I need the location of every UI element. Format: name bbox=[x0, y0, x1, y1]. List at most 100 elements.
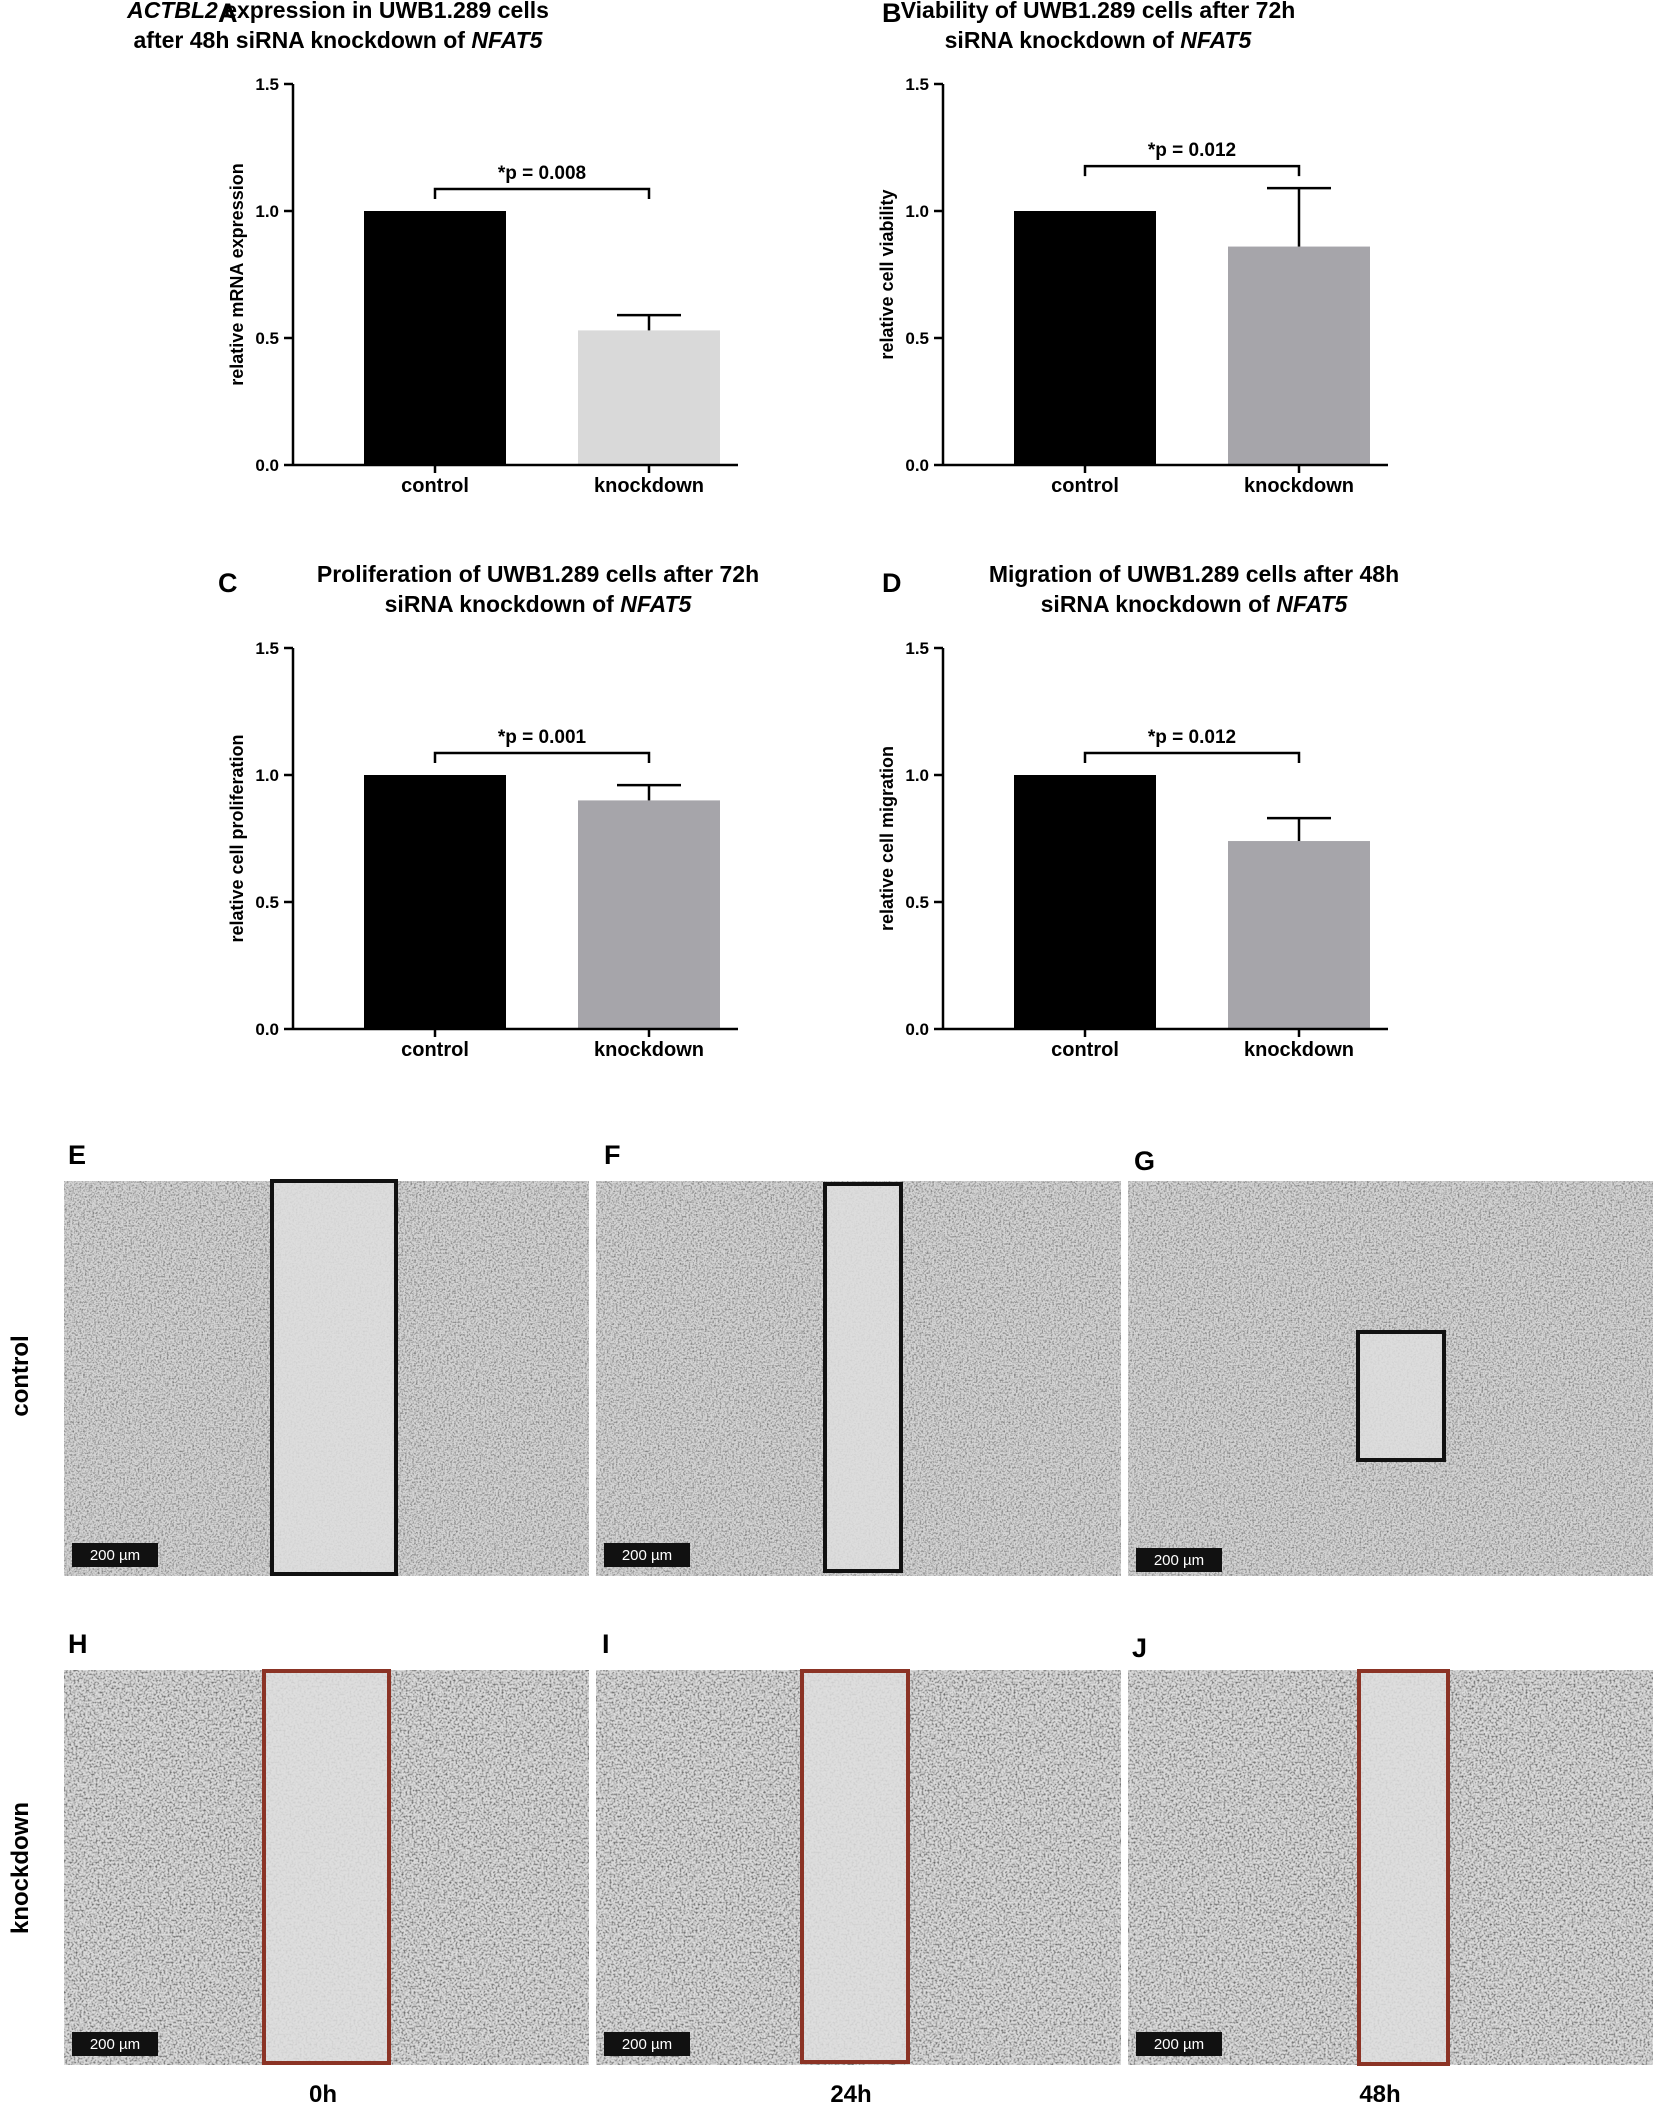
bar-control bbox=[1014, 775, 1156, 1029]
scale-bar-label: 200 µm bbox=[1154, 1552, 1204, 1569]
scale-bar-label: 200 µm bbox=[622, 2036, 672, 2053]
micrograph-f: 200 µm F bbox=[596, 1140, 1121, 1576]
time-label-24h: 24h bbox=[830, 2081, 871, 2108]
micrograph-h: 200 µm H bbox=[64, 1629, 589, 2065]
chart-title-segment: ACTBL2 bbox=[126, 0, 218, 23]
bar-control bbox=[364, 775, 506, 1029]
wound-box bbox=[1356, 1330, 1446, 1462]
panel-letter-a: A bbox=[218, 0, 238, 28]
scale-bar-label: 200 µm bbox=[90, 1547, 140, 1564]
significance-bracket bbox=[1083, 164, 1301, 177]
wound-area bbox=[272, 1181, 396, 1574]
x-tick-label: knockdown bbox=[1244, 1039, 1354, 1061]
chart-title-segment: siRNA knockdown of bbox=[1041, 591, 1277, 617]
panel-letter-j: J bbox=[1132, 1633, 1147, 1663]
panel-letter-g: G bbox=[1134, 1146, 1155, 1176]
wound-box bbox=[270, 1179, 398, 1576]
bar-knockdown bbox=[578, 800, 720, 1029]
y-tick-label: 1.5 bbox=[255, 639, 279, 658]
y-tick-label: 0.0 bbox=[905, 1020, 929, 1039]
wound-area bbox=[264, 1671, 389, 2063]
y-tick-label: 0.5 bbox=[255, 329, 279, 348]
significance-bracket bbox=[1083, 751, 1301, 763]
y-axis-label: relative cell proliferation bbox=[227, 734, 247, 942]
y-tick-label: 0.0 bbox=[255, 1020, 279, 1039]
micrograph-g: 200 µm G bbox=[1128, 1146, 1653, 1576]
scale-bar bbox=[604, 2032, 690, 2056]
bar-control bbox=[364, 211, 506, 465]
chart-title-segment: Proliferation of UWB1.289 cells after 72… bbox=[317, 561, 759, 587]
x-tick-label: control bbox=[1051, 475, 1119, 497]
y-tick-label: 1.5 bbox=[905, 75, 929, 94]
significance-label: *p = 0.012 bbox=[1148, 140, 1236, 161]
chart-title-line-1: Migration of UWB1.289 cells after 48h bbox=[989, 561, 1399, 587]
panel-letter-f: F bbox=[604, 1140, 621, 1170]
chart-title-segment: NFAT5 bbox=[1180, 27, 1252, 53]
y-tick-label: 1.0 bbox=[255, 202, 279, 221]
wound-area bbox=[825, 1184, 901, 1571]
x-tick-label: knockdown bbox=[594, 475, 704, 497]
bar-knockdown bbox=[578, 330, 720, 465]
chart-title-line-2: siRNA knockdown of NFAT5 bbox=[1041, 591, 1349, 617]
y-tick-label: 1.0 bbox=[255, 766, 279, 785]
x-tick-label: control bbox=[401, 1039, 469, 1061]
micrograph-e: 200 µm E bbox=[64, 1140, 589, 1576]
scale-bar bbox=[1136, 2032, 1222, 2056]
micrograph-j: 200 µm J bbox=[1128, 1633, 1653, 2066]
panel-letter-i: I bbox=[602, 1629, 610, 1659]
wound-box bbox=[1357, 1669, 1450, 2066]
wound-box bbox=[823, 1182, 903, 1573]
chart-title-line-1: ACTBL2 expression in UWB1.289 cells bbox=[126, 0, 549, 23]
chart-title-line-2: siRNA knockdown of NFAT5 bbox=[945, 27, 1253, 53]
chart-title-segment: Migration of UWB1.289 cells after 48h bbox=[989, 561, 1399, 587]
x-tick-label: knockdown bbox=[1244, 475, 1354, 497]
significance-bracket bbox=[433, 751, 651, 763]
y-tick-label: 1.0 bbox=[905, 202, 929, 221]
scale-bar-label: 200 µm bbox=[90, 2036, 140, 2053]
bar-control bbox=[1014, 211, 1156, 465]
x-tick-label: control bbox=[401, 475, 469, 497]
chart-title-segment: siRNA knockdown of bbox=[385, 591, 621, 617]
chart-title-segment: NFAT5 bbox=[1276, 591, 1348, 617]
panel-letter-e: E bbox=[68, 1140, 86, 1170]
x-tick-label: knockdown bbox=[594, 1039, 704, 1061]
panel-letter-h: H bbox=[68, 1629, 88, 1659]
y-axis-label: relative cell migration bbox=[877, 746, 897, 931]
chart-d: D Migration of UWB1.289 cells after 48h si… bbox=[877, 561, 1399, 1061]
bar-knockdown bbox=[1228, 246, 1370, 465]
panel-letter-d: D bbox=[882, 568, 902, 598]
significance-bracket bbox=[433, 187, 651, 199]
wound-area bbox=[802, 1671, 908, 2062]
y-tick-label: 0.5 bbox=[905, 893, 929, 912]
row-label-control: control bbox=[7, 1335, 34, 1416]
wound-area bbox=[1359, 1671, 1448, 2064]
chart-title-segment: expression in UWB1.289 cells bbox=[218, 0, 549, 23]
chart-b: B Viability of UWB1.289 cells after 72h si… bbox=[877, 0, 1388, 497]
scale-bar bbox=[604, 1543, 690, 1567]
x-tick-label: control bbox=[1051, 1039, 1119, 1061]
panel-letter-b: B bbox=[882, 0, 902, 28]
wound-box bbox=[262, 1669, 391, 2065]
scale-bar bbox=[72, 1543, 158, 1567]
micrograph-i: 200 µm I bbox=[596, 1629, 1121, 2065]
bar-knockdown bbox=[1228, 841, 1370, 1029]
y-tick-label: 0.0 bbox=[255, 456, 279, 475]
y-axis-label: relative cell viability bbox=[877, 189, 897, 359]
chart-title-segment: NFAT5 bbox=[471, 27, 543, 53]
scale-bar-label: 200 µm bbox=[1154, 2036, 1204, 2053]
time-label-0h: 0h bbox=[309, 2081, 337, 2108]
significance-label: *p = 0.012 bbox=[1148, 727, 1236, 748]
scale-bar bbox=[1136, 1548, 1222, 1572]
scale-bar bbox=[72, 2032, 158, 2056]
chart-title-line-1: Proliferation of UWB1.289 cells after 72… bbox=[317, 561, 759, 587]
significance-label: *p = 0.001 bbox=[498, 727, 587, 748]
chart-title-line-2: after 48h siRNA knockdown of NFAT5 bbox=[134, 27, 544, 53]
panel-letter-c: C bbox=[218, 568, 238, 598]
y-tick-label: 0.5 bbox=[255, 893, 279, 912]
y-tick-label: 1.5 bbox=[255, 75, 279, 94]
chart-title-segment: siRNA knockdown of bbox=[945, 27, 1181, 53]
y-tick-label: 1.0 bbox=[905, 766, 929, 785]
